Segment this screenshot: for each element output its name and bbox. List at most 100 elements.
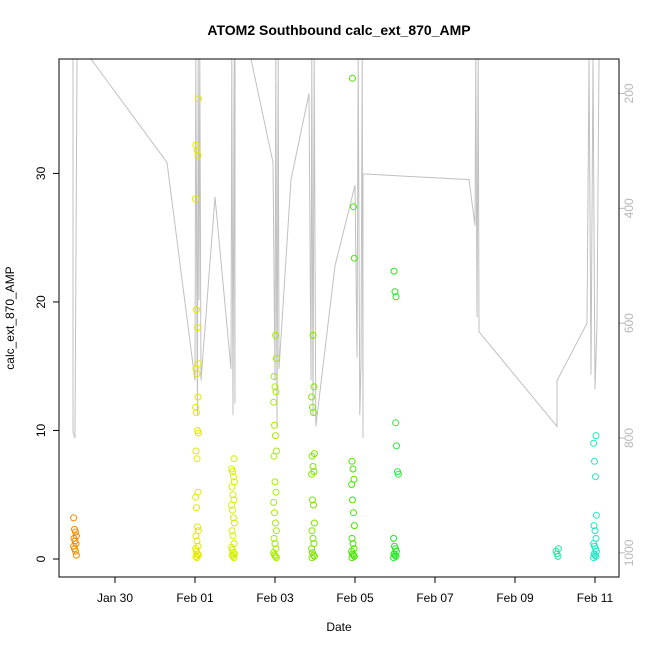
y-axis-right: 200 400 600 800 1000 xyxy=(619,83,636,566)
data-point xyxy=(193,554,201,562)
data-point xyxy=(554,552,562,560)
y-right-tick-label: 1000 xyxy=(622,539,636,566)
x-axis: Jan 30 Feb 01 Feb 03 Feb 05 Feb 07 Feb 09 Feb … xyxy=(97,577,614,605)
x-tick-label: Feb 05 xyxy=(336,591,374,605)
data-point xyxy=(350,509,357,517)
depth-line xyxy=(72,59,600,439)
data-point xyxy=(272,552,279,560)
data-point xyxy=(72,547,79,555)
data-point xyxy=(230,455,238,463)
data-point xyxy=(192,195,200,203)
data-point xyxy=(229,491,237,499)
data-point xyxy=(270,534,278,542)
y-axis: 0 10 20 30 xyxy=(34,166,59,562)
x-tick-label: Feb 01 xyxy=(176,591,214,605)
y-tick-label: 10 xyxy=(34,423,48,437)
data-point xyxy=(348,481,356,488)
data-point xyxy=(230,514,237,522)
data-point xyxy=(310,501,317,509)
data-point xyxy=(194,523,201,531)
data-point xyxy=(230,540,238,548)
data-point xyxy=(229,532,237,540)
data-point xyxy=(390,554,398,562)
data-point xyxy=(348,534,356,542)
data-point xyxy=(193,455,201,463)
data-point xyxy=(592,473,599,481)
data-point xyxy=(192,552,200,560)
data-point xyxy=(192,365,200,373)
data-point xyxy=(193,537,201,545)
y-right-tick-label: 400 xyxy=(622,198,636,218)
data-point xyxy=(272,554,280,562)
data-point xyxy=(392,419,400,427)
data-point xyxy=(272,355,280,362)
data-point xyxy=(271,509,278,517)
data-point xyxy=(193,146,201,154)
data-point xyxy=(194,324,201,332)
data-point xyxy=(271,421,278,429)
data-point xyxy=(193,370,201,378)
x-tick-label: Feb 09 xyxy=(496,591,534,605)
y-right-tick-label: 200 xyxy=(622,83,636,103)
data-point xyxy=(271,478,279,486)
data-point xyxy=(272,519,279,527)
data-point xyxy=(590,554,598,562)
data-point xyxy=(230,554,238,562)
data-point xyxy=(272,488,280,496)
x-tick-label: Feb 07 xyxy=(416,591,454,605)
data-point xyxy=(193,306,200,314)
data-point xyxy=(228,501,236,509)
y-right-tick-label: 600 xyxy=(622,313,636,333)
data-point xyxy=(348,554,356,562)
data-point xyxy=(394,470,402,478)
data-point xyxy=(310,409,317,416)
data-point xyxy=(192,403,200,411)
data-point xyxy=(270,373,278,380)
data-point xyxy=(308,545,316,553)
data-point xyxy=(192,447,200,455)
data-point xyxy=(192,532,200,540)
data-point xyxy=(390,534,398,542)
data-point xyxy=(349,540,357,548)
x-axis-label: Date xyxy=(326,620,352,634)
data-point xyxy=(390,267,398,275)
data-point xyxy=(72,528,79,536)
data-point xyxy=(590,439,598,447)
data-point xyxy=(70,514,78,522)
data-point xyxy=(272,388,280,396)
data-point xyxy=(592,432,600,440)
data-point xyxy=(308,452,316,460)
depth-line-series xyxy=(72,59,600,439)
data-point xyxy=(308,527,316,535)
data-point xyxy=(270,452,278,460)
data-point xyxy=(194,429,202,437)
data-point xyxy=(350,522,358,530)
scatter-points xyxy=(70,74,600,562)
data-point xyxy=(392,293,400,301)
data-point xyxy=(272,432,279,440)
data-point xyxy=(309,534,317,542)
data-point xyxy=(72,551,80,559)
data-point xyxy=(308,393,316,401)
data-point xyxy=(591,527,599,535)
data-point xyxy=(591,457,598,465)
data-point xyxy=(309,331,317,339)
x-tick-label: Feb 03 xyxy=(256,591,294,605)
data-point xyxy=(309,496,316,504)
plot-frame xyxy=(58,58,620,578)
x-tick-label: Jan 30 xyxy=(97,591,133,605)
data-point xyxy=(230,519,238,527)
data-point xyxy=(391,288,399,296)
data-point xyxy=(308,470,316,478)
data-point xyxy=(194,95,202,103)
data-point xyxy=(230,473,237,481)
data-point xyxy=(349,465,357,473)
data-point xyxy=(308,554,316,562)
data-point xyxy=(349,496,356,504)
data-point xyxy=(229,468,236,476)
data-point xyxy=(310,519,318,527)
data-point xyxy=(350,254,358,262)
y-tick-label: 30 xyxy=(34,166,48,180)
data-point xyxy=(192,493,200,501)
